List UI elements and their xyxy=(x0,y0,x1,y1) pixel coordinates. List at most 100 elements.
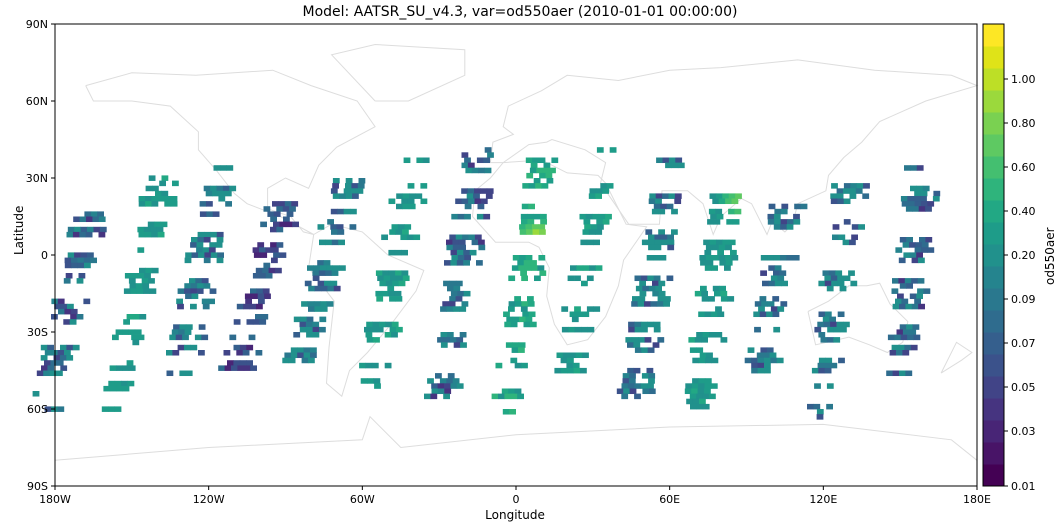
data-cell xyxy=(169,334,177,341)
swath-5 xyxy=(359,157,430,389)
data-cell xyxy=(196,242,204,248)
data-cell xyxy=(233,360,241,366)
data-cell xyxy=(495,362,503,369)
y-tick-label: 90N xyxy=(26,18,48,31)
data-cell xyxy=(430,393,438,400)
data-cell xyxy=(855,188,863,194)
data-cell xyxy=(446,306,454,312)
data-cell xyxy=(220,165,227,171)
data-cell xyxy=(431,383,438,389)
data-cell xyxy=(596,219,604,225)
data-cell xyxy=(396,193,403,199)
data-cell xyxy=(891,288,899,294)
data-cell xyxy=(204,231,211,238)
data-cell xyxy=(308,357,315,364)
data-cell xyxy=(918,303,925,310)
data-cell xyxy=(131,334,138,341)
data-cell xyxy=(572,362,580,369)
data-cell xyxy=(409,193,416,199)
data-cell xyxy=(47,344,54,351)
data-cell xyxy=(826,383,834,389)
data-cell xyxy=(143,288,150,294)
data-cell xyxy=(138,201,146,207)
data-cell xyxy=(236,350,244,356)
data-cell xyxy=(677,162,685,169)
data-cell xyxy=(584,224,591,230)
data-cell xyxy=(698,383,705,389)
data-cell xyxy=(587,326,595,333)
data-cell xyxy=(402,229,409,235)
data-cell xyxy=(375,290,383,297)
data-cell xyxy=(288,357,296,364)
data-cell xyxy=(379,321,386,328)
data-cell xyxy=(909,252,917,258)
data-cell xyxy=(653,321,661,328)
data-cell xyxy=(556,352,564,359)
data-cell xyxy=(243,303,250,310)
data-cell xyxy=(356,188,364,194)
data-cell xyxy=(175,334,183,341)
data-cell xyxy=(444,383,451,389)
data-cell xyxy=(464,157,471,164)
data-cell xyxy=(446,239,453,246)
data-cell xyxy=(310,347,317,353)
data-cell xyxy=(389,326,397,333)
data-cell xyxy=(831,183,838,189)
data-cell xyxy=(522,183,530,189)
data-cell xyxy=(144,273,151,279)
data-cell xyxy=(216,237,224,243)
data-cell xyxy=(820,337,828,343)
data-cell xyxy=(435,373,442,379)
data-cell xyxy=(184,329,192,335)
data-cell xyxy=(537,265,545,271)
data-cell xyxy=(190,344,198,351)
data-cell xyxy=(170,201,178,207)
data-cell xyxy=(814,326,822,333)
data-cell xyxy=(54,303,61,310)
data-cell xyxy=(704,311,712,318)
data-cell xyxy=(259,319,267,325)
data-cell xyxy=(376,326,384,333)
swath-3 xyxy=(218,201,299,371)
data-cell xyxy=(407,183,415,189)
data-cell xyxy=(456,383,464,389)
data-cell xyxy=(395,270,402,276)
data-cell xyxy=(420,198,428,205)
x-tick-label: 60W xyxy=(350,493,375,506)
data-cell xyxy=(655,285,662,292)
data-cell xyxy=(641,373,649,379)
data-cell xyxy=(602,219,610,225)
data-cell xyxy=(914,247,922,253)
data-cell xyxy=(712,198,720,205)
data-cell xyxy=(218,365,225,371)
data-cell xyxy=(290,352,298,359)
data-cell xyxy=(772,311,780,318)
data-cell xyxy=(458,239,466,246)
data-cell xyxy=(185,370,193,377)
data-cell xyxy=(816,414,824,420)
data-cell xyxy=(574,326,582,333)
data-cell xyxy=(270,242,277,248)
data-cell xyxy=(856,183,864,189)
data-cell xyxy=(663,301,670,307)
data-cell xyxy=(116,385,123,392)
data-cell xyxy=(606,183,614,189)
colorbar-tick-label: 0.60 xyxy=(1011,161,1036,174)
data-cell xyxy=(539,172,546,179)
data-cell xyxy=(792,255,800,261)
data-cell xyxy=(65,273,73,279)
y-tick-label: 30S xyxy=(27,326,48,339)
coastline-5 xyxy=(54,415,978,461)
data-cell xyxy=(634,383,642,389)
data-cell xyxy=(525,157,533,164)
data-cell xyxy=(350,188,357,194)
data-cell xyxy=(528,311,536,318)
data-cell xyxy=(912,206,920,212)
swath-12 xyxy=(807,183,870,420)
data-cell xyxy=(365,332,373,338)
data-cell xyxy=(698,311,705,318)
data-cell xyxy=(352,193,359,199)
data-cell xyxy=(656,301,664,307)
data-cell xyxy=(99,226,107,233)
data-cell xyxy=(468,234,476,241)
